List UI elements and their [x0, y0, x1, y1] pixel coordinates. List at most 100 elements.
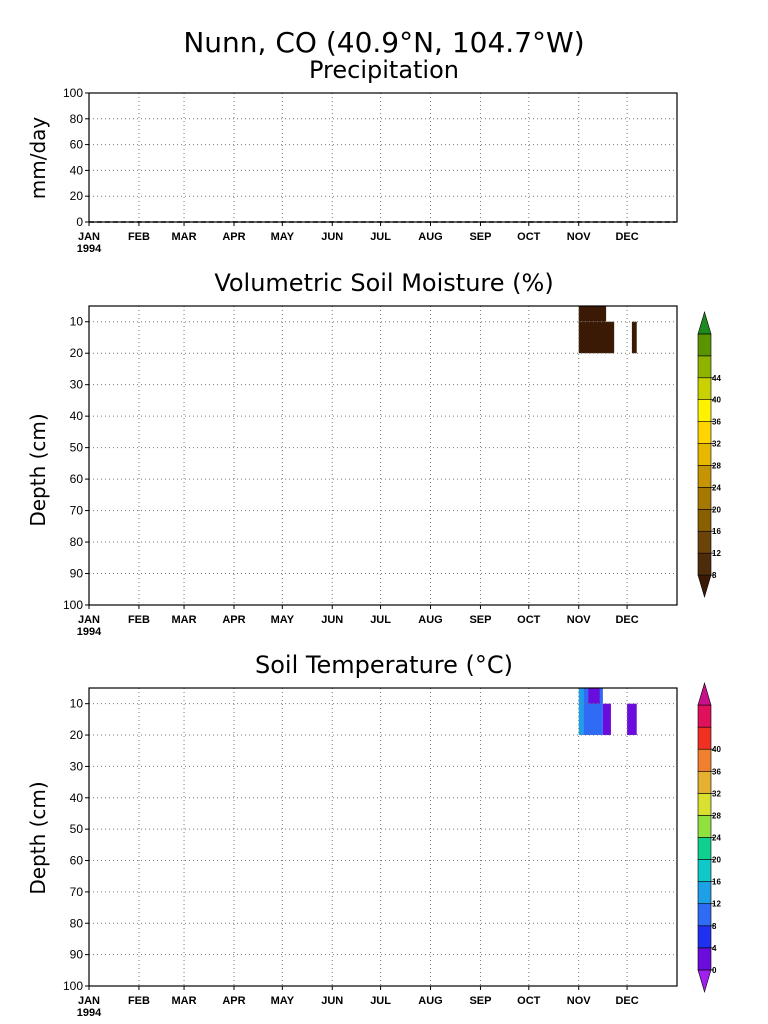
soil_temp-xtick-label: JAN [78, 995, 100, 1007]
soil_moisture-ytick-label: 60 [70, 472, 84, 486]
soil_temp-xtick-label: MAY [271, 995, 295, 1007]
soil_temp-xtick-label: SEP [469, 995, 491, 1007]
soil_temp-ytick-label: 90 [70, 948, 84, 962]
soil_temp-colorbar-swatch [697, 748, 712, 772]
soil_moisture-colorbar-swatch [697, 530, 712, 554]
soil_moisture-colorbar: 8 12 16 20 24 28 32 36 40 44 [697, 310, 721, 599]
precip-ytick-label: 0 [76, 215, 83, 229]
soil_moisture-colorbar-label: 36 [712, 418, 721, 427]
soil_moisture-colorbar-swatch [697, 310, 712, 335]
soil_temp-colorbar-swatch [697, 815, 712, 838]
soil_moisture-colorbar-swatch [697, 509, 712, 532]
soil_moisture-xtick-label: APR [222, 614, 245, 626]
soil_temp-colorbar-swatch [697, 903, 712, 927]
soil_moisture-colorbar-label: 28 [712, 461, 721, 470]
precip-xtick-label: JUL [370, 231, 391, 243]
soil_temp-colorbar: 0 4 8 12 16 20 24 28 32 36 40 [697, 681, 721, 994]
soil_moisture-panel: Volumetric Soil Moisture (%) Depth (cm) 10… [26, 269, 721, 638]
soil_temp-colorbar-swatch [697, 770, 712, 794]
soil_temp-xtick-label: NOV [567, 995, 592, 1007]
soil_temp-cell-4 [627, 703, 637, 736]
precip-year-label: 1994 [77, 243, 102, 255]
soil_moisture-cell-0 [578, 306, 607, 322]
precip-xtick-label: DEC [615, 231, 638, 243]
soil_moisture-colorbar-swatch [697, 552, 712, 576]
soil_temp-colorbar-label: 24 [712, 834, 721, 843]
soil_moisture-ytick-label: 10 [70, 315, 84, 329]
soil_temp-xtick-label: DEC [615, 995, 638, 1007]
soil_temp-colorbar-swatch [697, 947, 712, 971]
soil_temp-colorbar-label: 16 [712, 878, 721, 887]
precip-panel: Precipitation mm/day 0 20 40 60 80 100 JAN FEB MAR… [26, 56, 678, 255]
soil_temp-colorbar-label: 4 [712, 944, 717, 953]
soil_moisture-colorbar-label: 8 [712, 571, 717, 580]
soil_moisture-title: Volumetric Soil Moisture (%) [214, 269, 553, 297]
soil_moisture-ytick-label: 40 [70, 409, 84, 423]
soil_moisture-xtick-label: JUN [321, 614, 343, 626]
soil_moisture-colorbar-swatch [697, 399, 712, 422]
soil_moisture-ytick-label: 30 [70, 378, 84, 392]
soil_temp-colorbar-label: 20 [712, 856, 721, 865]
precip-title: Precipitation [309, 56, 459, 84]
soil_moisture-colorbar-label: 12 [712, 549, 721, 558]
soil_moisture-colorbar-label: 16 [712, 527, 721, 536]
precip-xtick-label: APR [222, 231, 245, 243]
soil_moisture-colorbar-swatch [697, 421, 712, 444]
soil_moisture-colorbar-label: 20 [712, 505, 721, 514]
soil_moisture-colorbar-swatch [697, 377, 712, 400]
soil_moisture-colorbar-swatch [697, 443, 712, 466]
soil_temp-ytick-label: 10 [70, 697, 84, 711]
precip-xtick-label: NOV [567, 231, 592, 243]
soil_temp-title: Soil Temperature (°C) [255, 651, 513, 679]
precip-xtick-label: MAY [271, 231, 295, 243]
soil_moisture-xtick-label: SEP [469, 614, 491, 626]
soil_temp-colorbar-label: 8 [712, 922, 717, 931]
soil_temp-colorbar-label: 28 [712, 811, 721, 820]
soil_temp-colorbar-swatch [697, 704, 712, 728]
soil_moisture-colorbar-label: 24 [712, 483, 721, 492]
precip-xtick-label: JAN [78, 231, 100, 243]
soil_moisture-xtick-label: FEB [128, 614, 150, 626]
soil_moisture-colorbar-swatch [697, 355, 712, 379]
soil_temp-xtick-label: MAR [172, 995, 197, 1007]
soil_temp-colorbar-swatch [697, 859, 712, 882]
soil_temp-xtick-label: APR [222, 995, 245, 1007]
soil_temp-ytick-label: 20 [70, 728, 84, 742]
soil_temp-colorbar-swatch [697, 726, 712, 750]
soil_temp-ytick-label: 100 [63, 979, 83, 993]
soil_temp-colorbar-swatch [697, 881, 712, 905]
precip-xtick-label: FEB [128, 231, 150, 243]
soil_moisture-xtick-label: DEC [615, 614, 638, 626]
soil_moisture-cell-2 [631, 321, 637, 354]
soil_temp-colorbar-label: 0 [712, 966, 717, 975]
soil_moisture-ytick-label: 90 [70, 567, 84, 581]
precip-xtick-label: AUG [418, 231, 442, 243]
soil_temp-xtick-label: FEB [128, 995, 150, 1007]
soil_temp-colorbar-label: 12 [712, 900, 721, 909]
precip-ylabel: mm/day [26, 117, 50, 200]
soil_temp-frame [88, 687, 678, 987]
soil_moisture-ytick-label: 100 [63, 598, 83, 612]
precip-ytick-label: 100 [63, 86, 83, 100]
soil_temp-colorbar-swatch [697, 793, 712, 816]
soil_moisture-ytick-label: 70 [70, 504, 84, 518]
soil_moisture-xtick-label: MAR [172, 614, 197, 626]
soil_temp-colorbar-label: 40 [712, 745, 721, 754]
soil_moisture-xtick-label: MAY [271, 614, 295, 626]
soil_temp-year-label: 1994 [77, 1007, 102, 1019]
soil_temp-colorbar-label: 32 [712, 789, 721, 798]
precip-ytick-label: 40 [70, 163, 84, 177]
soil_temp-cell-3 [602, 703, 611, 736]
precip-ytick-label: 60 [70, 138, 84, 152]
soil_moisture-ylabel: Depth (cm) [26, 413, 50, 526]
figure-title: Nunn, CO (40.9°N, 104.7°W) [183, 26, 584, 59]
soil_temp-cell-2 [588, 688, 600, 704]
soil_moisture-colorbar-label: 32 [712, 440, 721, 449]
soil_moisture-colorbar-swatch [697, 487, 712, 510]
soil_moisture-xtick-label: NOV [567, 614, 592, 626]
precip-xtick-label: OCT [517, 231, 541, 243]
precip-ytick-label: 20 [70, 189, 84, 203]
soil_temp-colorbar-swatch [697, 925, 712, 949]
